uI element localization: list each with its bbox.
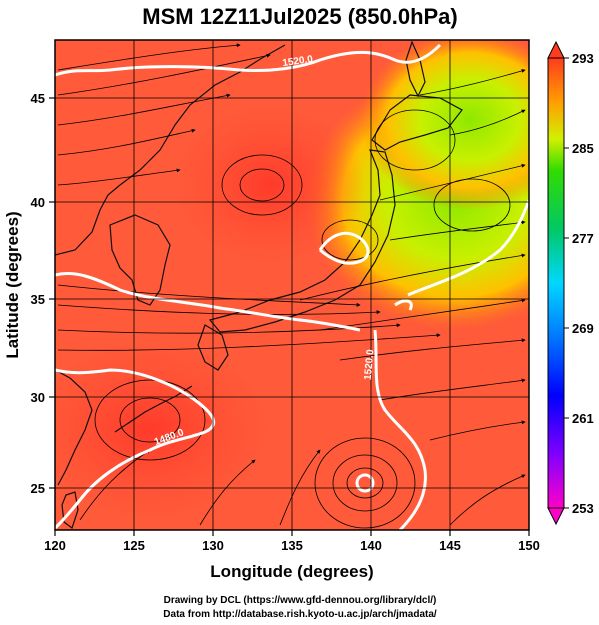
- x-axis: [54, 530, 530, 536]
- map-panel: 1520.0 1480.0 1520.0: [55, 40, 529, 530]
- y-tick-label: 35: [31, 292, 45, 307]
- colorbar-tick-label: 293: [572, 51, 594, 66]
- colorbar-tick-label: 277: [572, 231, 594, 246]
- y-tick-label: 25: [31, 481, 45, 496]
- streamline: [57, 304, 381, 315]
- streamline: [279, 449, 321, 526]
- height-contour-typhoon: [373, 329, 427, 530]
- y-axis: [49, 97, 55, 489]
- x-tick-label: 120: [44, 538, 66, 553]
- streamline: [199, 459, 256, 526]
- streamline: [57, 43, 241, 71]
- circulation-ring: [221, 154, 303, 216]
- figure-title: MSM 12Z11Jul2025 (850.0hPa): [142, 4, 458, 29]
- japan-kyushu-coastline: [197, 324, 229, 371]
- streamline: [299, 253, 526, 301]
- streamline: [57, 53, 271, 96]
- circulation-centers: [94, 109, 511, 529]
- credit-drawing: Drawing by DCL (https://www.gfd-dennou.o…: [164, 595, 437, 606]
- china-coastline: [55, 44, 286, 256]
- map-grid: [55, 40, 529, 530]
- y-tick-label: 30: [31, 390, 45, 405]
- x-tick-label: 145: [439, 538, 461, 553]
- y-tick-label: 45: [31, 91, 45, 106]
- x-tick-label: 140: [360, 538, 382, 553]
- warm-air-region: [175, 105, 365, 265]
- circulation-ring: [374, 109, 456, 171]
- warm-air-region-south: [55, 340, 270, 520]
- colorbar-scale: [547, 57, 565, 509]
- colorbar-tick-label: 269: [572, 321, 594, 336]
- typhoon-ring: [346, 467, 384, 499]
- y-tick-label: 40: [31, 195, 45, 210]
- height-contour-1520: [55, 43, 442, 77]
- height-contour-typhoon-core: [355, 473, 375, 493]
- streamline: [57, 168, 181, 186]
- colorbar-max-arrow: [547, 40, 565, 59]
- circulation-ring: [321, 219, 379, 261]
- circulation-ring: [94, 379, 206, 461]
- circulation-ring: [239, 168, 285, 202]
- streamline: [389, 220, 526, 241]
- colorbar-tick-label: 261: [572, 411, 594, 426]
- typhoon-ring: [314, 437, 416, 529]
- x-tick-label: 130: [202, 538, 224, 553]
- china-coastline-south: [55, 369, 93, 486]
- streamline: [57, 128, 196, 156]
- height-contours: [55, 43, 529, 530]
- colorbar-tick-label: 285: [572, 141, 594, 156]
- x-tick-label: 150: [518, 538, 540, 553]
- circulation-ring: [433, 178, 511, 232]
- japan-honshu-coastline: [208, 149, 396, 333]
- streamline: [429, 420, 526, 441]
- japan-hokkaido-coastline: [371, 94, 463, 151]
- streamline: [419, 68, 526, 96]
- typhoon-ring: [332, 454, 398, 512]
- colorbar: [547, 40, 569, 526]
- taiwan-coastline: [61, 491, 79, 529]
- circulation-ring: [119, 397, 181, 443]
- coastlines: [55, 40, 463, 529]
- height-contour-1480: [55, 271, 361, 332]
- streamline: [57, 284, 361, 307]
- colorbar-min-arrow: [547, 507, 565, 526]
- wind-streamlines: [57, 43, 526, 526]
- streamline: [79, 449, 151, 521]
- x-axis-title: Longitude (degrees): [210, 562, 373, 581]
- credit-data-source: Data from http://database.rish.kyoto-u.a…: [163, 609, 437, 620]
- y-axis-title: Latitude (degrees): [3, 211, 22, 358]
- streamline: [57, 93, 231, 126]
- streamline: [319, 298, 526, 331]
- colorbar-tick-label: 253: [572, 501, 594, 516]
- cool-air-region-north: [360, 40, 529, 210]
- height-contour-1520-east: [318, 199, 529, 311]
- streamline: [449, 109, 526, 136]
- x-tick-label: 125: [123, 538, 145, 553]
- streamline: [449, 474, 526, 526]
- contour-label: 1520.0: [282, 54, 314, 69]
- height-contour-1500: [55, 368, 216, 530]
- streamline: [57, 333, 441, 351]
- ryukyu-islands: [114, 385, 193, 433]
- x-tick-label: 135: [281, 538, 303, 553]
- streamline: [339, 338, 526, 361]
- contour-label: 1520.0: [363, 349, 377, 381]
- streamline: [379, 163, 526, 201]
